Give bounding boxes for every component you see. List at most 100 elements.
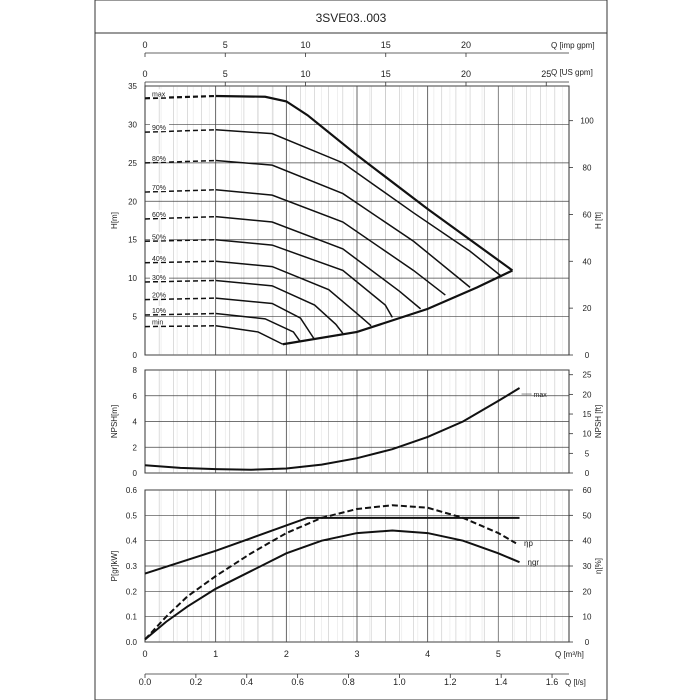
us-gpm-tick-label: 15 <box>381 69 391 79</box>
series-80pct-dashed <box>144 159 216 164</box>
series-label: 20% <box>152 293 166 300</box>
right-tick-label: 0 <box>585 351 590 360</box>
series-70pct-dashed <box>144 189 216 193</box>
series-P <box>144 516 520 575</box>
us-gpm-tick-label: 25 <box>541 69 551 79</box>
npsh-max-label: max <box>534 392 548 399</box>
page-title: 3SVE03..003 <box>316 11 387 25</box>
series-label-bg <box>150 183 169 192</box>
right-tick-label: 20 <box>583 304 592 313</box>
right-tick-label: 0 <box>585 638 590 647</box>
ls-tick-label: 0.8 <box>342 677 355 687</box>
y-tick-label: 20 <box>128 197 137 206</box>
y-tick-label: 0 <box>133 351 138 360</box>
series-min <box>215 325 284 345</box>
y-tick-label: 30 <box>128 120 137 129</box>
series-40pct <box>215 260 372 327</box>
sheet-frame <box>94 0 608 700</box>
ls-tick-label: 0.2 <box>190 677 203 687</box>
us-gpm-label: Q [US gpm] <box>551 68 593 77</box>
series-label-bg <box>150 253 169 262</box>
y-tick-label: 0.4 <box>126 537 138 546</box>
y-tick-label: 25 <box>128 159 137 168</box>
power-efficiency-panel: 0.0 0.1 0.2 0.3 0.4 0.5 0.6 0 10 20 30 40 50 60 P[gr]k… <box>110 486 603 647</box>
series-eta-gr <box>144 529 520 641</box>
right-tick-label: 20 <box>583 390 592 399</box>
imp-gpm-tick-label: 0 <box>142 40 147 50</box>
imp-gpm-tick-label: 5 <box>223 40 228 50</box>
series-label-bg <box>150 272 169 281</box>
y-tick-label: 2 <box>133 443 138 452</box>
eta-p-label: ηp <box>524 539 533 548</box>
top-axes: 0 5 10 15 20 Q [imp gpm] 0 5 10 15 20 25 Q [US gp… <box>142 40 595 86</box>
series-70pct <box>215 189 446 296</box>
m3h-ticks: 0 1 2 3 4 5 <box>142 649 500 659</box>
y-axis-label: NPSH[m] <box>110 405 119 438</box>
series-30pct <box>215 279 344 334</box>
m3h-label: Q [m³/h] <box>555 650 584 659</box>
right-axis-label: NPSH [ft] <box>594 405 603 438</box>
ls-tick-label: 0.6 <box>291 677 304 687</box>
y-axis-label: P[gr]kW] <box>110 551 119 582</box>
series-label-bg <box>150 209 169 218</box>
right-axis-label: η[%] <box>594 558 603 574</box>
y-tick-label: 35 <box>128 82 137 91</box>
imp-gpm-tick-label: 20 <box>461 40 471 50</box>
right-tick-label: 0 <box>585 469 590 478</box>
series-label: 90% <box>152 125 166 132</box>
ls-tick-label: 1.0 <box>393 677 406 687</box>
y-tick-label: 0.1 <box>126 613 138 622</box>
y-tick-label: 0.0 <box>126 638 138 647</box>
series-label: max <box>152 91 166 98</box>
series-label: 40% <box>152 256 166 263</box>
ls-tick-label: 1.4 <box>495 677 508 687</box>
m3h-tick-label: 1 <box>213 649 218 659</box>
head-panel: 0 5 10 15 20 25 30 35 0 20 40 60 80 100 H[m] H [ft] max 9… <box>110 82 603 360</box>
ls-tick-label: 0.0 <box>139 677 152 687</box>
series-max-dashed <box>144 94 216 100</box>
right-tick-label: 20 <box>583 587 592 596</box>
series-40pct-dashed <box>144 260 216 264</box>
right-tick-label: 5 <box>585 449 590 458</box>
y-tick-label: 8 <box>133 366 138 375</box>
bottom-axes: 0 1 2 3 4 5 Q [m³/h] 0.0 0.2 0.4 0.6 0.8 1.0 1.2 1.4… <box>139 649 586 687</box>
us-gpm-tick-label: 0 <box>142 69 147 79</box>
series-30pct-dashed <box>144 279 216 283</box>
y-tick-label: 10 <box>128 274 137 283</box>
us-gpm-tick-label: 20 <box>461 69 471 79</box>
y-axis-label: H[m] <box>110 212 119 229</box>
m3h-tick-label: 4 <box>425 649 430 659</box>
series-label-bg <box>150 153 169 162</box>
m3h-tick-label: 0 <box>142 649 147 659</box>
series-label: 60% <box>152 212 166 219</box>
ls-tick-label: 1.2 <box>444 677 457 687</box>
y-tick-label: 5 <box>133 313 138 322</box>
y-tick-label: 4 <box>133 418 138 427</box>
series-60pct-dashed <box>144 215 216 220</box>
right-tick-label: 25 <box>583 371 592 380</box>
series-label: 80% <box>152 156 166 163</box>
series-label-bg <box>150 306 169 315</box>
series-label-bg <box>150 123 169 132</box>
ls-label: Q [l/s] <box>565 678 586 687</box>
m3h-tick-label: 5 <box>496 649 501 659</box>
y-tick-label: 0.2 <box>126 587 138 596</box>
right-tick-label: 50 <box>583 511 592 520</box>
ls-tick-label: 1.6 <box>546 677 559 687</box>
right-tick-label: 40 <box>583 537 592 546</box>
y-tick-label: 0.3 <box>126 562 138 571</box>
us-gpm-ticks: 0 5 10 15 20 25 <box>142 69 551 86</box>
series-limit <box>282 269 513 346</box>
series-10pct-dashed <box>144 312 216 316</box>
series-10pct <box>215 312 302 343</box>
right-tick-label: 60 <box>583 486 592 495</box>
right-tick-label: 80 <box>583 164 592 173</box>
ls-tick-label: 0.4 <box>241 677 254 687</box>
imp-gpm-ticks: 0 5 10 15 20 <box>142 40 471 57</box>
series-label-bg <box>150 290 169 299</box>
imp-gpm-label: Q [imp gpm] <box>551 41 595 50</box>
eta-gr-label: ηgr <box>528 558 540 567</box>
series-60pct <box>215 215 422 310</box>
series-20pct <box>215 297 316 341</box>
right-tick-label: 10 <box>583 613 592 622</box>
